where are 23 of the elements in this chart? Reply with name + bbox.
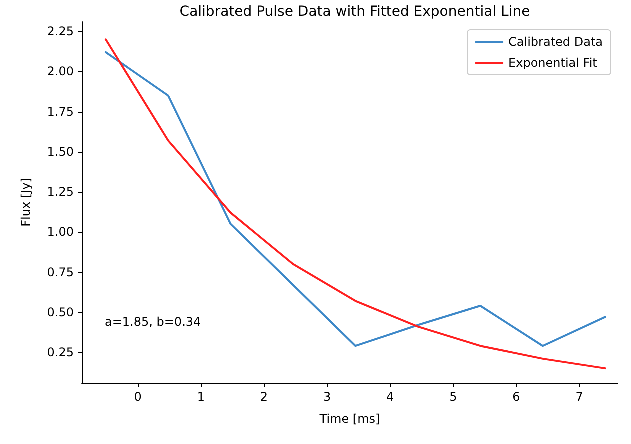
- x-tick-label: 0: [134, 390, 142, 404]
- annotation: a=1.85, b=0.34: [105, 315, 202, 329]
- y-tick-label: 0.25: [47, 346, 74, 360]
- y-tick-label: 1.50: [47, 144, 74, 159]
- x-tick-label: 5: [450, 390, 458, 404]
- legend-label: Exponential Fit: [508, 56, 598, 70]
- x-tick-label: 3: [323, 390, 332, 404]
- x-tick-label: 2: [260, 390, 268, 404]
- x-axis-title: Time [ms]: [318, 412, 380, 426]
- y-tick-label: 1.25: [47, 185, 74, 200]
- y-axis-title: Flux [Jy]: [19, 178, 33, 227]
- x-tick-label: 7: [576, 390, 584, 404]
- y-tick-label: 0.50: [47, 305, 74, 320]
- y-tick-label: 1.00: [47, 225, 74, 240]
- y-tick-label: 1.75: [47, 104, 74, 119]
- x-tick-label: 4: [386, 390, 394, 404]
- y-tick-label: 2.00: [47, 64, 74, 79]
- y-tick-label: 0.75: [47, 265, 74, 280]
- chart-title: Calibrated Pulse Data with Fitted Exponential Line: [180, 4, 530, 20]
- legend-label: Calibrated Data: [508, 35, 604, 49]
- x-tick-label: 6: [512, 390, 520, 404]
- y-tick-label: 2.25: [47, 24, 74, 39]
- x-tick-label: 1: [197, 390, 205, 404]
